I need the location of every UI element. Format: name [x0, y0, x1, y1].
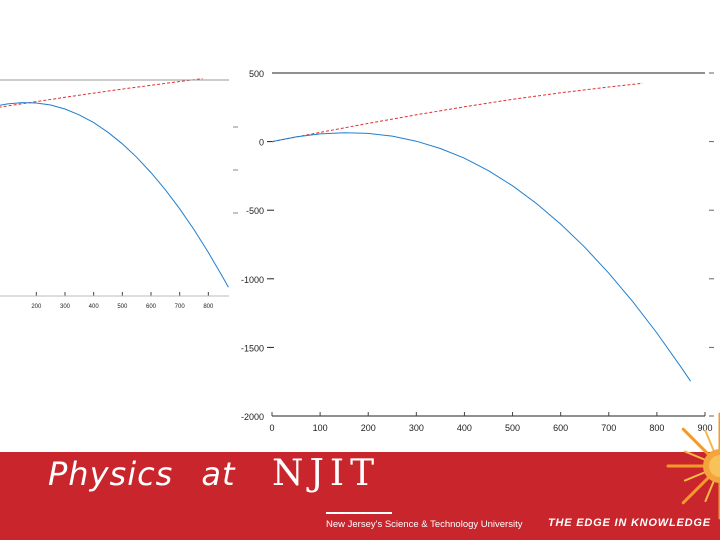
sun-ray	[683, 471, 706, 482]
x-tick-label: 200	[361, 423, 376, 433]
y-tick-label: -500	[246, 206, 264, 216]
x-tick-label: 400	[457, 423, 472, 433]
sun-ray	[681, 476, 710, 505]
x-tick-label: 300	[409, 423, 424, 433]
at-text: at	[201, 455, 236, 493]
edge-slogan: THE EDGE IN KNOWLEDGE	[548, 517, 711, 529]
y-tick-label: -1500	[241, 343, 264, 353]
x-tick-label: 600	[553, 423, 568, 433]
y-tick-label: 500	[249, 69, 264, 79]
x-tick-label: 700	[601, 423, 616, 433]
physics-text: Physics	[48, 455, 174, 493]
x-tick-label: 500	[505, 423, 520, 433]
y-tick-label: -2000	[241, 412, 264, 422]
x-tick-label: 600	[146, 304, 157, 310]
sun-ray	[681, 427, 710, 456]
sun-ray	[704, 480, 715, 503]
x-tick-label: 100	[313, 423, 328, 433]
x-tick-label: 700	[175, 304, 186, 310]
sun-ray	[704, 429, 715, 452]
njit-logo-rule	[326, 512, 392, 514]
x-tick-label: 500	[117, 304, 128, 310]
main-chart: 500 0 -500 -1000 -1500 -2000 0 100 200 300 400 500 6…	[241, 69, 714, 433]
footer-band	[0, 452, 720, 540]
x-tick-label: 0	[269, 423, 274, 433]
chart-overlap-mask	[229, 0, 489, 452]
series-line-1	[271, 82, 643, 143]
x-tick-label: 800	[649, 423, 664, 433]
x-tick-label: 300	[60, 304, 71, 310]
series-line-1	[0, 78, 203, 108]
x-tick-label: 800	[203, 304, 214, 310]
series-line-2	[271, 132, 692, 382]
physics-at-wordmark: Physics at	[48, 455, 236, 493]
series-line-2	[0, 102, 229, 288]
y-tick-label: -1000	[241, 275, 264, 285]
njit-tagline: New Jersey's Science & Technology Univer…	[326, 519, 523, 530]
y-tick-label: 0	[259, 138, 264, 148]
x-tick-label: 200	[31, 304, 42, 310]
x-tick-label: 400	[89, 304, 100, 310]
sun-logo-icon	[666, 412, 720, 520]
charts-area: 200 300 400 500 600 700 800 900 500 0 -500 -1000 -1…	[0, 0, 714, 452]
sun-ray	[683, 450, 706, 461]
njit-logo: NJIT	[272, 453, 381, 494]
x-tick-label: 900	[697, 423, 712, 433]
